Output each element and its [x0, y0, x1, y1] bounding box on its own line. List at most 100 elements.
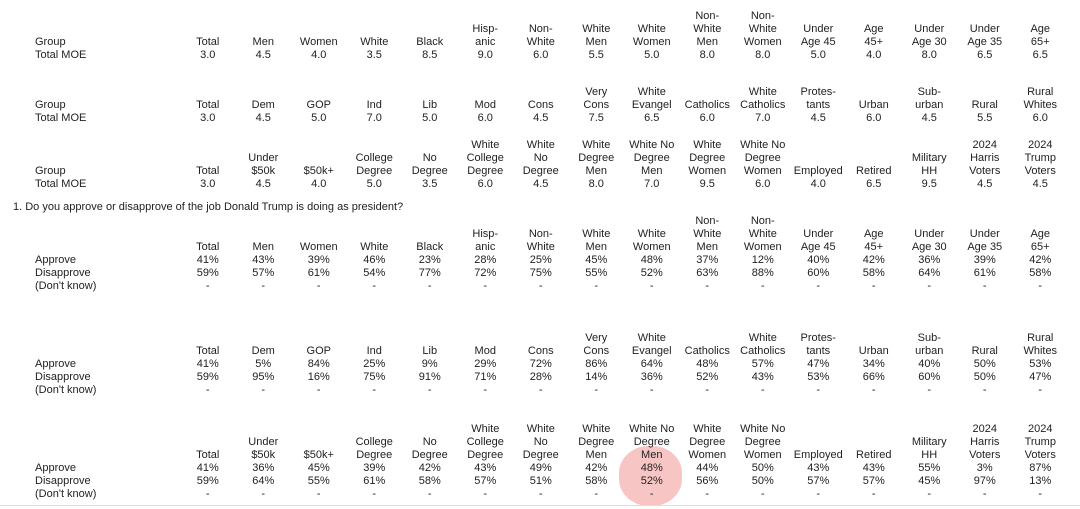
column-header: White Women: [632, 23, 671, 48]
column-header: Total: [196, 165, 220, 177]
cell-value: 5.0: [311, 112, 327, 124]
cell-value: 50%: [973, 371, 996, 383]
group-label: Group: [35, 165, 66, 177]
cell-value: 61%: [973, 267, 996, 279]
cell-value: -: [316, 384, 321, 396]
cell-value: -: [1038, 384, 1043, 396]
cell-value: -: [427, 384, 432, 396]
column-header: 2024 Trump Voters: [1024, 423, 1056, 461]
cell-value: 40%: [807, 254, 830, 266]
cell-value: 44%: [696, 462, 719, 474]
cell-value: -: [927, 280, 932, 292]
cell-value: -: [205, 384, 210, 396]
cell-value: 6.5: [977, 49, 993, 61]
cell-value: 28%: [529, 371, 552, 383]
cell-value: -: [594, 488, 599, 500]
cell-value: -: [483, 280, 488, 292]
cell-value: -: [649, 488, 654, 500]
column-header: Women: [299, 241, 338, 253]
cell-value: -: [538, 280, 543, 292]
row-label: (Don't know): [35, 488, 97, 500]
row-label: (Don't know): [35, 384, 97, 396]
cell-value: 8.0: [755, 49, 771, 61]
cell-value: 34%: [862, 358, 885, 370]
column-header: White College Degree: [466, 139, 504, 177]
cell-value: 4.5: [533, 112, 549, 124]
cell-value: 51%: [529, 475, 552, 487]
column-header: $50k+: [303, 165, 334, 177]
column-header: White: [360, 36, 389, 48]
column-header: White Men: [582, 23, 611, 48]
column-header: No Degree: [411, 152, 448, 177]
cell-value: 57%: [252, 267, 275, 279]
cell-value: -: [816, 280, 821, 292]
cell-value: 36%: [640, 371, 663, 383]
cell-value: 4.5: [255, 112, 271, 124]
column-header: Hisp-anic: [472, 228, 499, 253]
cell-value: 57%: [474, 475, 497, 487]
column-header: Under Age 30: [911, 228, 947, 253]
cell-value: 7.0: [644, 178, 660, 190]
cell-value: 8.0: [921, 49, 937, 61]
column-header: Non- White: [526, 228, 555, 253]
column-header: Very Cons: [583, 86, 610, 111]
column-header: Protes-tants: [800, 332, 836, 357]
cell-value: -: [649, 280, 654, 292]
column-header: No Degree: [411, 436, 448, 461]
cell-value: 4.0: [810, 178, 826, 190]
cell-value: 59%: [196, 475, 219, 487]
cell-value: 3.0: [200, 49, 216, 61]
cell-value: 4.5: [921, 112, 937, 124]
cell-value: -: [927, 488, 932, 500]
column-header: White Degree Men: [578, 423, 615, 461]
cell-value: 84%: [307, 358, 330, 370]
cell-value: 4.5: [533, 178, 549, 190]
cell-value: 42%: [585, 462, 608, 474]
table-row: (Don't know) - - - - - - - - - - - - - - - -: [0, 384, 1068, 397]
column-header: Age 45+: [863, 228, 884, 253]
table-row: Disapprove 59% 95% 16% 75% 91% 71% 28% 14% 36% 52%…: [0, 371, 1068, 384]
cell-value: 39%: [973, 254, 996, 266]
cell-value: 6.0: [699, 112, 715, 124]
cell-value: 9.0: [477, 49, 493, 61]
cell-value: 52%: [640, 475, 663, 487]
column-header: Under Age 45: [800, 228, 836, 253]
table-row: Approve 41% 36% 45% 39% 42% 43% 49% 42% 48% 44% 50%…: [0, 462, 1068, 475]
cell-value: -: [372, 384, 377, 396]
cell-value: 97%: [973, 475, 996, 487]
cell-value: 45%: [307, 462, 330, 474]
column-header: White No Degree Women: [740, 139, 786, 177]
cell-value: 64%: [252, 475, 275, 487]
cell-value: 86%: [585, 358, 608, 370]
row-label: (Don't know): [35, 280, 97, 292]
cell-value: 37%: [696, 254, 719, 266]
column-header: Cons: [527, 99, 554, 111]
column-header: 2024 Trump Voters: [1024, 139, 1056, 177]
column-header: GOP: [306, 99, 331, 111]
column-header: Ind: [366, 345, 382, 357]
cell-value: 64%: [918, 267, 941, 279]
table-row: Total MOE 3.0 4.5 5.0 7.0 5.0 6.0 4.5 7.5 6.5 6.0 7…: [0, 112, 1068, 125]
column-header: Age 65+: [1030, 23, 1051, 48]
column-header: Urban: [858, 99, 889, 111]
column-header: White Degree Women: [688, 139, 727, 177]
cell-value: 66%: [862, 371, 885, 383]
cell-value: 12%: [751, 254, 774, 266]
cell-value: 4.0: [311, 49, 327, 61]
column-header: Total: [196, 36, 220, 48]
cell-value: 9.5: [699, 178, 715, 190]
cell-value: 6.0: [755, 178, 771, 190]
cell-value: -: [760, 384, 765, 396]
column-header: White Degree Women: [688, 423, 727, 461]
cell-value: -: [760, 488, 765, 500]
cell-value: 41%: [196, 358, 219, 370]
cell-value: 50%: [973, 358, 996, 370]
cell-value: 43%: [474, 462, 497, 474]
column-header: White No Degree Men: [629, 139, 675, 177]
column-header: Ind: [366, 99, 382, 111]
column-header: Non- White Women: [743, 215, 782, 253]
column-header: Mod: [474, 99, 496, 111]
column-header: Rural: [971, 345, 998, 357]
cell-value: -: [982, 384, 987, 396]
column-header: White Evangel: [631, 86, 672, 111]
